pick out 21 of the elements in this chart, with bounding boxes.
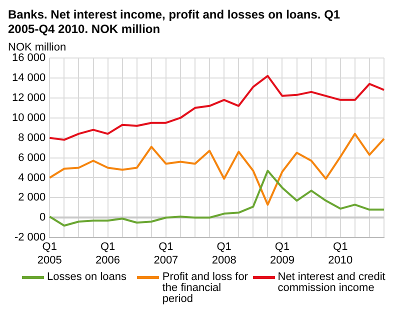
y-tick-label: 8 000	[18, 132, 46, 144]
x-tick-label: Q1 2009	[270, 241, 294, 266]
x-tick-label: Q1 2006	[96, 241, 120, 266]
y-tick-label: 10 000	[12, 112, 46, 124]
y-tick-label: 6 000	[18, 152, 46, 164]
y-tick-label: 2 000	[18, 192, 46, 204]
chart-title: Banks. Net interest income, profit and losses on loans. Q1 2005-Q4 2010. NOK million	[8, 8, 340, 36]
legend-label: Losses on loans	[47, 271, 128, 283]
y-tick-label: 14 000	[12, 72, 46, 84]
x-tick-label: Q1 2010	[328, 241, 353, 266]
y-tick-label: -2 000	[14, 232, 46, 244]
legend-label: Net interest and credit commission income	[278, 271, 386, 294]
legend-label: Profit and loss for the financial period	[162, 271, 248, 305]
y-tick-label: 0	[40, 212, 46, 224]
y-tick-label: 4 000	[18, 172, 46, 184]
x-tick-label: Q1 2007	[154, 241, 178, 266]
x-tick-label: Q1 2008	[212, 241, 236, 266]
x-tick-label: Q1 2005	[37, 241, 62, 266]
y-tick-label: 12 000	[12, 92, 46, 104]
y-axis-title: NOK million	[8, 41, 66, 54]
y-tick-label: 16 000	[12, 52, 46, 64]
